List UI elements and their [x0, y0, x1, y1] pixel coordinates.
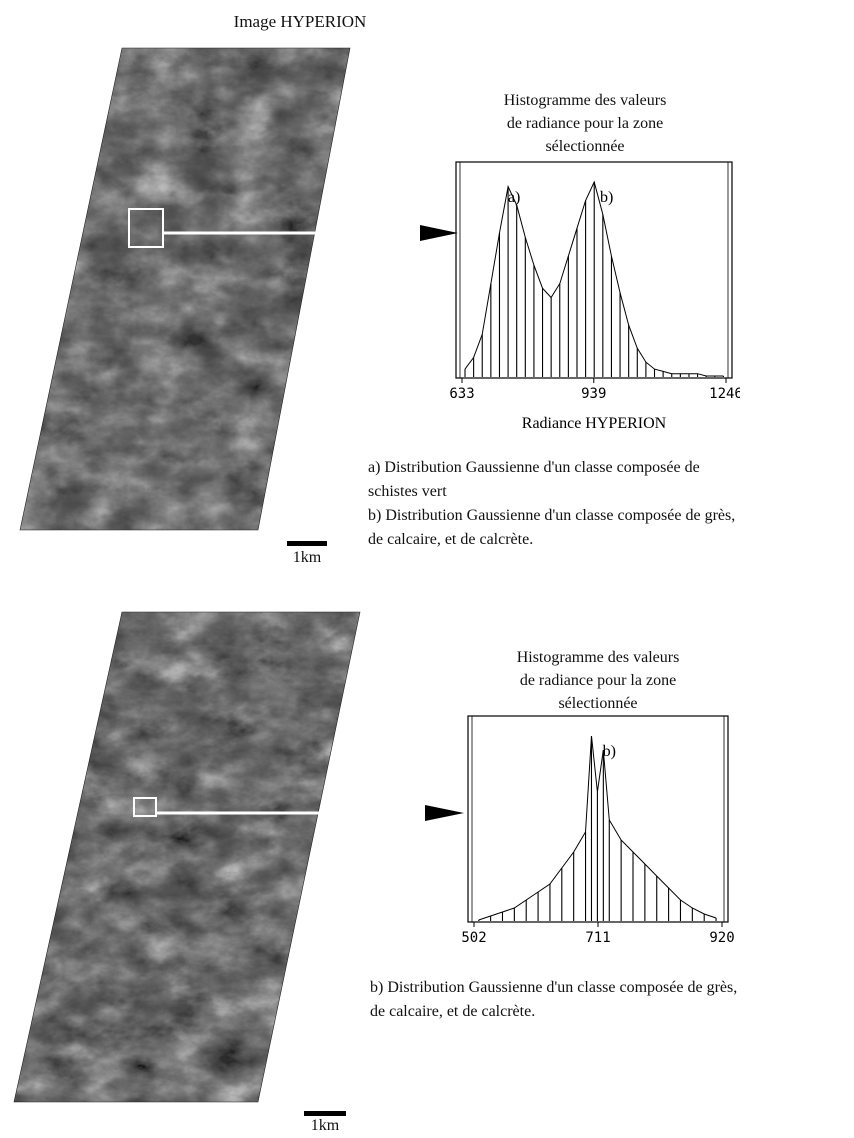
x-axis-label: Radiance HYPERION — [522, 415, 667, 432]
caption-1: a) Distribution Gaussienne d'un classe c… — [368, 456, 735, 552]
x-tick-label: 939 — [581, 386, 606, 402]
panel-2-graphics — [13, 611, 464, 1103]
caption-2-line-1: b) Distribution Gaussienne d'un classe c… — [370, 979, 738, 996]
caption-1-line-4: de calcaire, et de calcrète. — [368, 531, 534, 548]
caption-2: b) Distribution Gaussienne d'un classe c… — [370, 976, 737, 1024]
peak-label: b) — [600, 189, 613, 206]
histogram-title-1-line-1: Histogramme des valeurs — [503, 92, 667, 109]
histogram-2: 502 711 920 b) — [461, 715, 735, 946]
scale-label-2: 1km — [310, 1117, 340, 1134]
peak-label: a) — [508, 189, 520, 206]
x-tick-label: 711 — [585, 930, 610, 946]
x-tick-label: 502 — [461, 930, 486, 946]
arrow-head-1 — [420, 225, 458, 241]
histogram-1: 633 939 1246 a) b) Radiance HYPERION — [449, 161, 740, 432]
plot-frame — [467, 715, 729, 923]
satellite-image-1 — [20, 48, 350, 530]
selection-box-1 — [128, 208, 164, 248]
selection-box-2 — [133, 797, 157, 817]
scale-bar-1 — [287, 541, 327, 546]
caption-1-line-1: a) Distribution Gaussienne d'un classe c… — [368, 459, 700, 476]
x-tick-label: 920 — [709, 930, 734, 946]
caption-1-line-2: schistes vert — [368, 483, 447, 500]
histogram-title-1: Histogramme des valeurs de radiance pour… — [455, 89, 715, 158]
panel-1-graphics — [19, 47, 458, 531]
caption-1-line-3: b) Distribution Gaussienne d'un classe c… — [368, 507, 736, 524]
arrow-head-2 — [425, 805, 464, 821]
scale-bar-2 — [304, 1111, 346, 1116]
histogram-title-2-line-1: Histogramme des valeurs — [516, 649, 680, 666]
x-tick-label: 633 — [449, 386, 474, 402]
x-tick-label: 1246 — [709, 386, 740, 402]
caption-2-line-2: de calcaire, et de calcrète. — [370, 1003, 536, 1020]
peak-label: b) — [603, 743, 616, 760]
histogram-title-2-line-2: de radiance pour la zone — [519, 672, 677, 689]
histogram-title-1-line-2: de radiance pour la zone — [506, 115, 664, 132]
scale-label-1: 1km — [292, 549, 322, 566]
histogram-title-1-line-3: sélectionnée — [545, 138, 625, 155]
histogram-title-2-line-3: sélectionnée — [558, 695, 638, 712]
image-title: Image HYPERION — [233, 12, 367, 31]
satellite-image-2 — [14, 612, 360, 1102]
histogram-title-2: Histogramme des valeurs de radiance pour… — [468, 646, 728, 715]
